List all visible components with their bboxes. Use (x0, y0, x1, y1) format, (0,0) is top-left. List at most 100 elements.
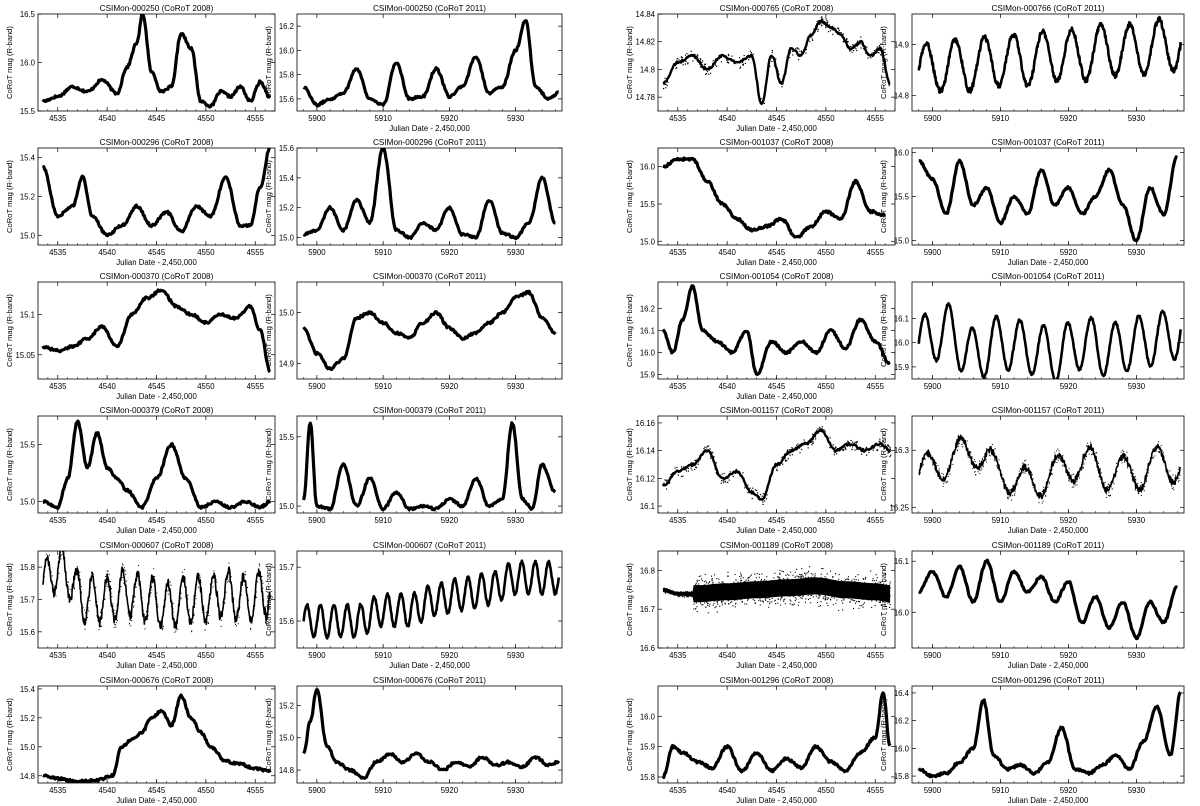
data-point (1023, 471, 1025, 473)
data-point (812, 39, 814, 41)
x-tick-label: 5900 (924, 382, 942, 391)
data-point (776, 576, 779, 578)
data-point (798, 601, 800, 603)
plot-frame (657, 281, 896, 380)
data-point (789, 50, 792, 52)
x-tick-label: 4555 (247, 786, 265, 795)
x-tick-label: 5910 (992, 651, 1010, 660)
x-tick-label: 4555 (867, 248, 885, 257)
light-curve-series (41, 14, 271, 109)
data-point (932, 464, 934, 466)
data-point (947, 480, 949, 482)
data-point (995, 465, 997, 467)
data-point (876, 449, 879, 451)
data-point (666, 587, 668, 590)
data-point (1056, 456, 1058, 458)
data-point (740, 574, 742, 576)
x-tick-label: 4545 (148, 786, 166, 795)
x-tick-label: 5930 (507, 786, 525, 795)
data-point (812, 442, 814, 444)
x-tick-label: 4555 (247, 382, 265, 391)
data-point (938, 470, 940, 472)
data-point (173, 618, 175, 620)
data-point (732, 475, 734, 477)
data-point (781, 86, 783, 88)
data-point (881, 445, 883, 447)
data-point (777, 602, 779, 604)
data-point (1031, 474, 1033, 476)
data-point (685, 468, 687, 470)
data-point (668, 593, 670, 595)
data-point (727, 53, 730, 56)
data-point (775, 603, 777, 605)
data-point (721, 602, 723, 604)
light-curve-series (661, 691, 892, 779)
data-point (707, 603, 709, 605)
data-point (843, 449, 845, 451)
data-point (878, 46, 880, 48)
data-point (726, 59, 728, 61)
data-point (919, 472, 921, 474)
data-point (686, 590, 689, 593)
data-point (786, 577, 788, 579)
data-point (90, 571, 92, 573)
data-point (721, 604, 723, 606)
panel-title: CSIMon-000370 (CoRoT 2011) (373, 272, 486, 281)
data-point (1004, 483, 1006, 485)
data-point (687, 467, 690, 470)
data-point (106, 586, 108, 588)
data-point (1100, 472, 1102, 474)
data-point (878, 441, 880, 443)
data-point (55, 584, 57, 586)
data-point (695, 460, 698, 462)
data-point (62, 552, 64, 554)
data-point (1109, 487, 1111, 489)
data-point (68, 595, 70, 597)
x-tick-label: 4540 (718, 786, 736, 795)
data-point (835, 446, 837, 448)
data-point (787, 55, 789, 58)
data-point (1090, 449, 1092, 451)
data-point (780, 604, 782, 606)
data-point (101, 617, 103, 619)
data-point (872, 577, 874, 580)
data-point (1054, 452, 1056, 454)
data-point (994, 452, 996, 454)
data-point (245, 589, 247, 591)
data-point (1107, 486, 1109, 488)
light-curve-panel: CSIMon-000379 (CoRoT 2011)CoRoT mag (R-b… (264, 406, 563, 525)
data-point (180, 597, 182, 599)
data-point (825, 18, 827, 20)
y-axis-label: CoRoT mag (R-band) (625, 160, 634, 233)
x-axis-label: Julian Date - 2,450,000 (1008, 258, 1089, 267)
data-point (682, 466, 684, 468)
data-point (60, 543, 61, 544)
data-point (1133, 477, 1135, 479)
data-point (799, 452, 801, 454)
data-point (801, 597, 803, 599)
data-point (1043, 493, 1045, 495)
data-point (1077, 475, 1079, 477)
data-point (184, 587, 186, 589)
data-point (885, 580, 887, 582)
data-point (1106, 496, 1108, 498)
data-point (961, 444, 963, 446)
y-tick-label: 16.0 (640, 349, 656, 358)
data-point (1162, 451, 1164, 453)
data-point (767, 597, 769, 599)
data-point (730, 58, 733, 60)
data-point (1132, 472, 1134, 474)
data-point (1135, 480, 1137, 482)
data-point (57, 577, 59, 579)
light-curve-line (917, 15, 1182, 94)
data-point (195, 582, 197, 584)
data-point (856, 448, 858, 451)
data-point (50, 571, 52, 573)
data-point (725, 481, 727, 483)
x-tick-label: 5920 (1060, 114, 1078, 123)
y-axis-label: CoRoT mag (R-band) (625, 294, 634, 367)
data-point (771, 60, 773, 63)
data-point (887, 452, 889, 454)
data-point (57, 569, 59, 571)
light-curve-line (41, 148, 271, 238)
